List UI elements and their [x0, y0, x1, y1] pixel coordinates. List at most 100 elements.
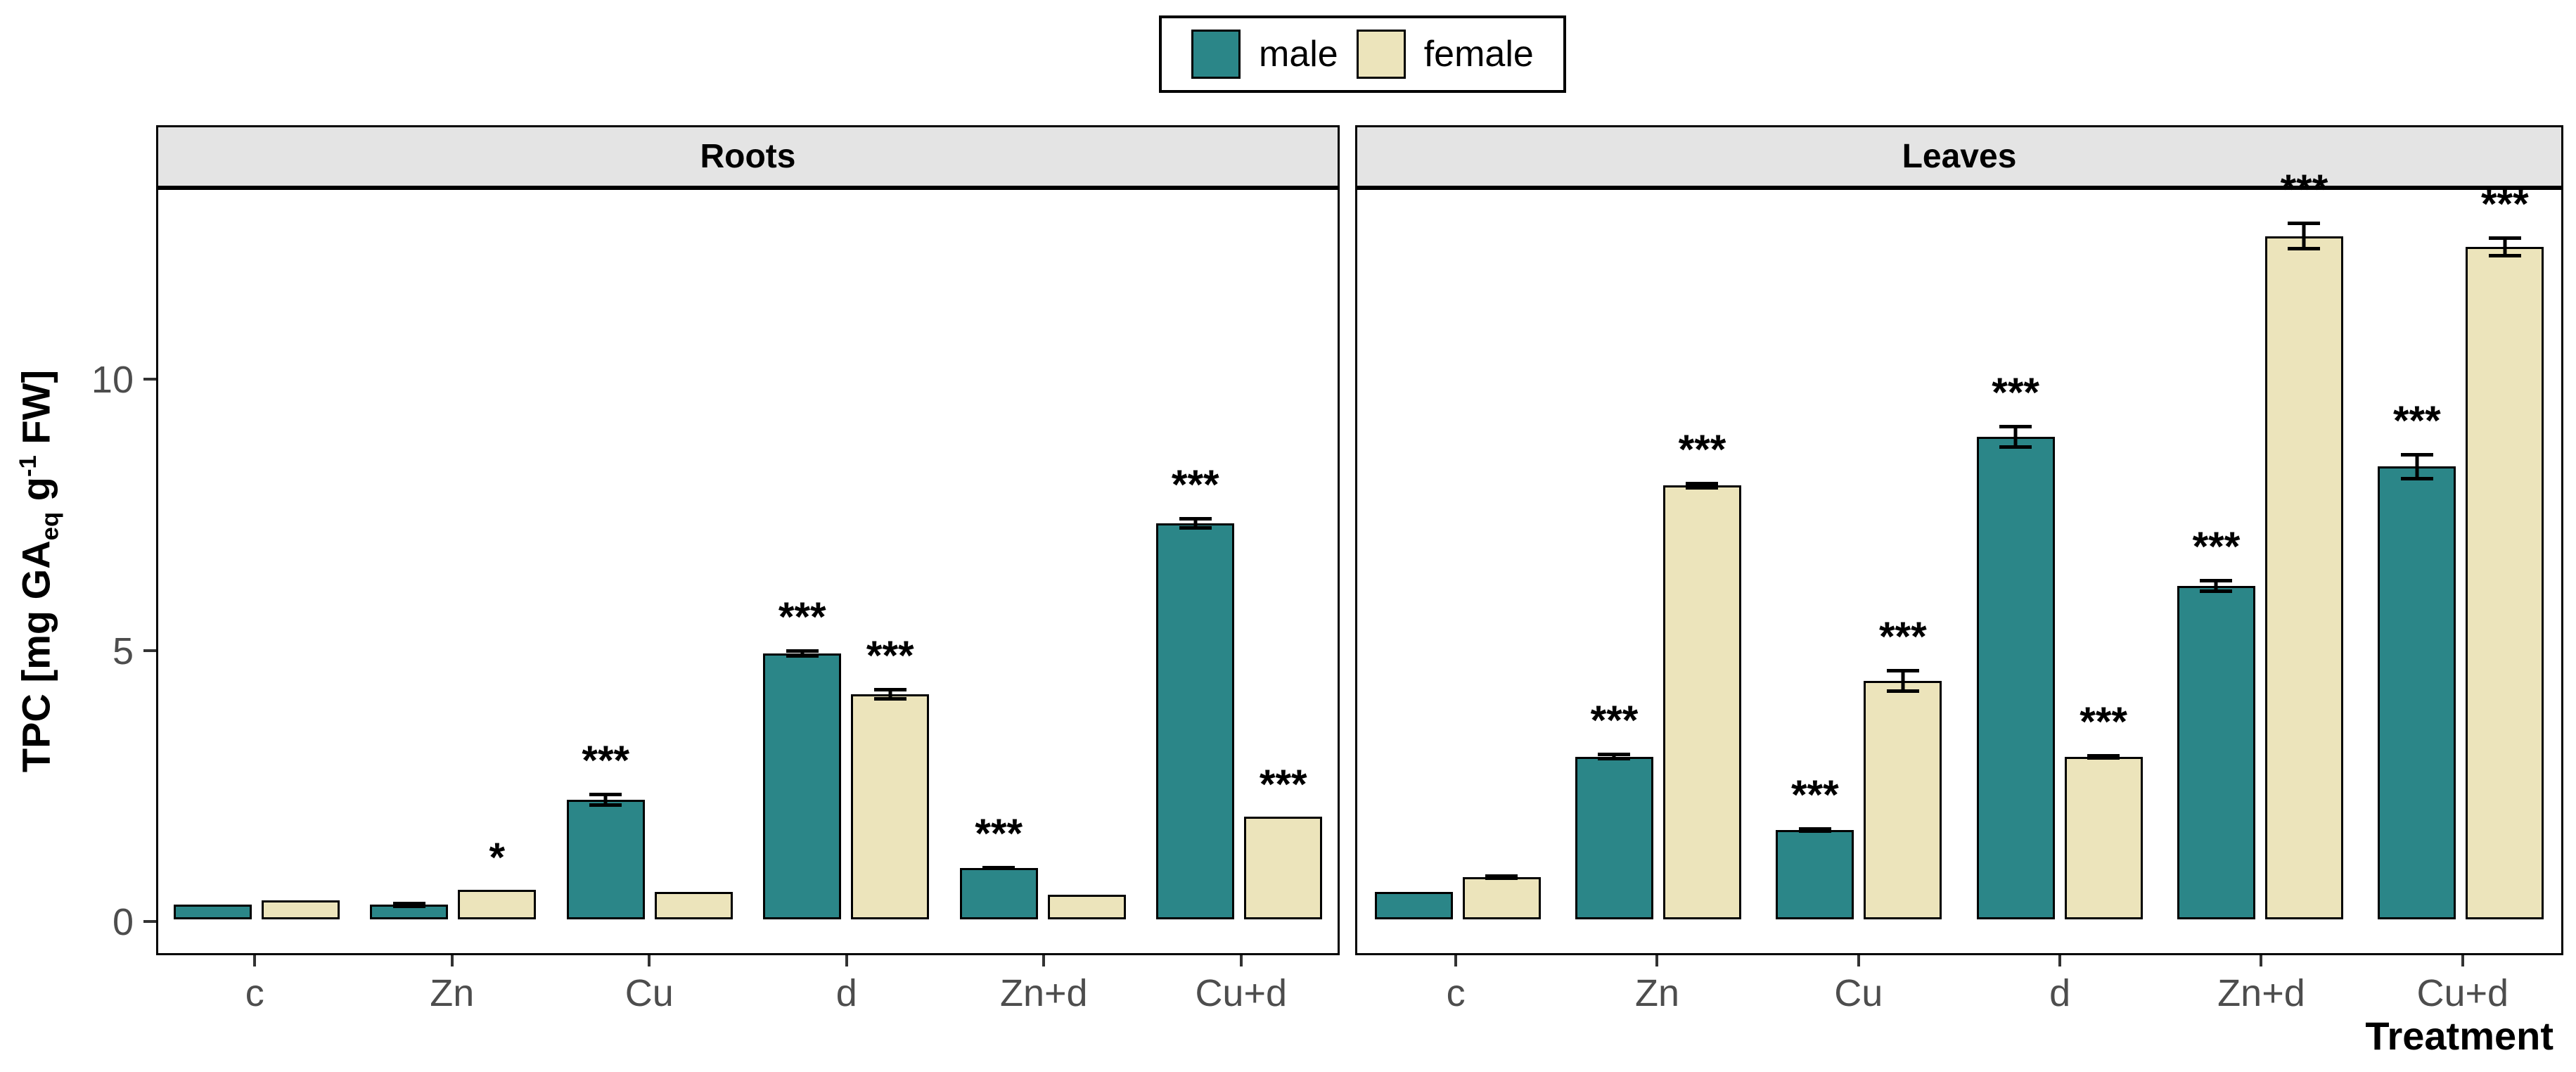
- bar-female-c: [261, 900, 340, 919]
- y-tick: [143, 920, 156, 923]
- error-bar-cap-bottom: [2200, 589, 2233, 593]
- significance-stars-female-d: ***: [2080, 698, 2127, 745]
- error-bar-male-d: [1999, 424, 2032, 449]
- error-bar-female-d: [2087, 753, 2120, 760]
- x-tick: [1655, 955, 1659, 966]
- x-tick: [253, 955, 257, 966]
- legend: male female: [1159, 15, 1566, 93]
- error-bar-cap-top: [589, 793, 622, 797]
- bar-male-Zn: [1575, 756, 1653, 919]
- bar-male-Zn+d: [959, 867, 1038, 919]
- significance-stars-female-d: ***: [866, 632, 914, 679]
- significance-stars-male-d: ***: [778, 594, 826, 641]
- bar-group-d: *** ***: [1976, 190, 2143, 953]
- error-bar-line: [800, 649, 805, 658]
- x-tick-slot: [1776, 955, 1942, 969]
- x-tick: [2058, 955, 2062, 966]
- error-bar-male-Zn+d: [2200, 578, 2233, 593]
- x-tick: [2461, 955, 2464, 966]
- error-bar-cap-top: [1999, 424, 2032, 428]
- error-bar-cap-top: [392, 901, 425, 905]
- error-bar-cap-bottom: [1179, 526, 1212, 530]
- facet-title: Roots: [700, 138, 796, 175]
- bar-male-c: [173, 905, 252, 919]
- x-tick-row: [156, 955, 1340, 969]
- bar-male-d: [1976, 436, 2055, 919]
- bar-group-Zn+d: *** ***: [2177, 169, 2343, 953]
- bar-female-d: [851, 694, 930, 919]
- error-bar-cap-top: [1798, 827, 1831, 831]
- error-bar-cap-bottom: [1886, 689, 1919, 693]
- bar-group-d: *** ***: [763, 190, 930, 953]
- x-tick-label-Cu: Cu: [624, 972, 674, 1014]
- y-tick-label: 0: [112, 901, 134, 943]
- bar-female-Zn: [458, 889, 537, 919]
- x-tick: [1857, 955, 1860, 966]
- facet-strip-leaves: Leaves: [1355, 125, 2563, 188]
- error-bar-cap-bottom: [392, 904, 425, 908]
- error-bar-cap-top: [1179, 516, 1212, 521]
- x-tick-slot: [2178, 955, 2344, 969]
- significance-stars-female-Cu+d: ***: [2480, 181, 2529, 227]
- x-tick-slot: [2380, 955, 2546, 969]
- bar-group-c: [1374, 190, 1541, 953]
- error-bar-line: [1700, 481, 1704, 490]
- error-bar-cap-bottom: [873, 697, 906, 701]
- significance-stars-female-Cu+d: ***: [1259, 761, 1307, 808]
- x-tick-slot: [1574, 955, 1740, 969]
- legend-swatch-female: [1356, 30, 1406, 79]
- y-tick: [143, 649, 156, 652]
- error-bar-female-Zn: [1686, 481, 1719, 490]
- error-bar-cap-top: [786, 649, 819, 653]
- bar-male-d: [763, 653, 842, 919]
- x-tick-label-Cu: Cu: [1834, 972, 1883, 1014]
- y-tick: [143, 378, 156, 381]
- significance-stars-female-Zn: *: [489, 834, 506, 881]
- bar-male-c: [1374, 892, 1453, 919]
- bar-female-Zn: [1662, 485, 1741, 919]
- error-bar-male-d: [786, 649, 819, 658]
- x-tick-label-Zn: Zn: [1634, 972, 1679, 1014]
- x-tick-slot: [172, 955, 338, 969]
- y-tick-label: 5: [112, 630, 134, 672]
- x-tick: [845, 955, 848, 966]
- significance-stars-male-Cu+d: ***: [1171, 461, 1219, 508]
- error-bar-cap-top: [1485, 874, 1518, 879]
- error-bar-cap-top: [873, 687, 906, 691]
- error-bar-cap-bottom: [786, 654, 819, 658]
- bar-group-Zn: *: [370, 190, 537, 953]
- bar-group-Cu+d: *** ***: [2378, 184, 2544, 953]
- facet-strip-roots: Roots: [156, 125, 1340, 188]
- x-tick: [450, 955, 454, 966]
- error-bar-cap-bottom: [1485, 876, 1518, 880]
- x-tick: [1239, 955, 1243, 966]
- x-tick-label-Cu+d: Cu+d: [2416, 972, 2509, 1014]
- bar-female-Cu+d: [2466, 246, 2544, 919]
- error-bar-cap-bottom: [2400, 476, 2433, 480]
- error-bar-cap-bottom: [1686, 485, 1719, 490]
- error-bar-line: [2013, 424, 2018, 449]
- x-tick-label-d: d: [835, 972, 857, 1014]
- bar-male-Cu: [566, 800, 645, 919]
- bar-female-Zn+d: [2264, 236, 2343, 919]
- x-tick-slot: [566, 955, 732, 969]
- error-bar-female-Cu+d: [2488, 236, 2521, 258]
- error-bar-cap-top: [2488, 236, 2521, 240]
- x-label-row: c Zn Cu d Zn+d Cu+d: [1355, 971, 2563, 1020]
- error-bar-female-c: [1485, 874, 1518, 880]
- error-bar-cap-top: [2087, 753, 2120, 758]
- error-bar-line: [888, 687, 892, 701]
- error-bar-male-Cu+d: [2400, 452, 2433, 480]
- x-tick-label-Cu+d: Cu+d: [1195, 972, 1288, 1014]
- bar-male-Cu: [1776, 829, 1854, 919]
- error-bar-line: [2214, 578, 2218, 593]
- x-tick-label-c: c: [245, 972, 264, 1014]
- panel-roots: * *** *** *** *** *** ***: [156, 188, 1340, 955]
- bar-female-d: [2064, 756, 2143, 919]
- error-bar-cap-top: [2288, 221, 2321, 225]
- significance-stars-male-Cu: ***: [582, 738, 630, 784]
- significance-stars-female-Cu: ***: [1878, 613, 1927, 660]
- x-tick-slot: [961, 955, 1127, 969]
- bar-group-Cu: ***: [566, 190, 733, 953]
